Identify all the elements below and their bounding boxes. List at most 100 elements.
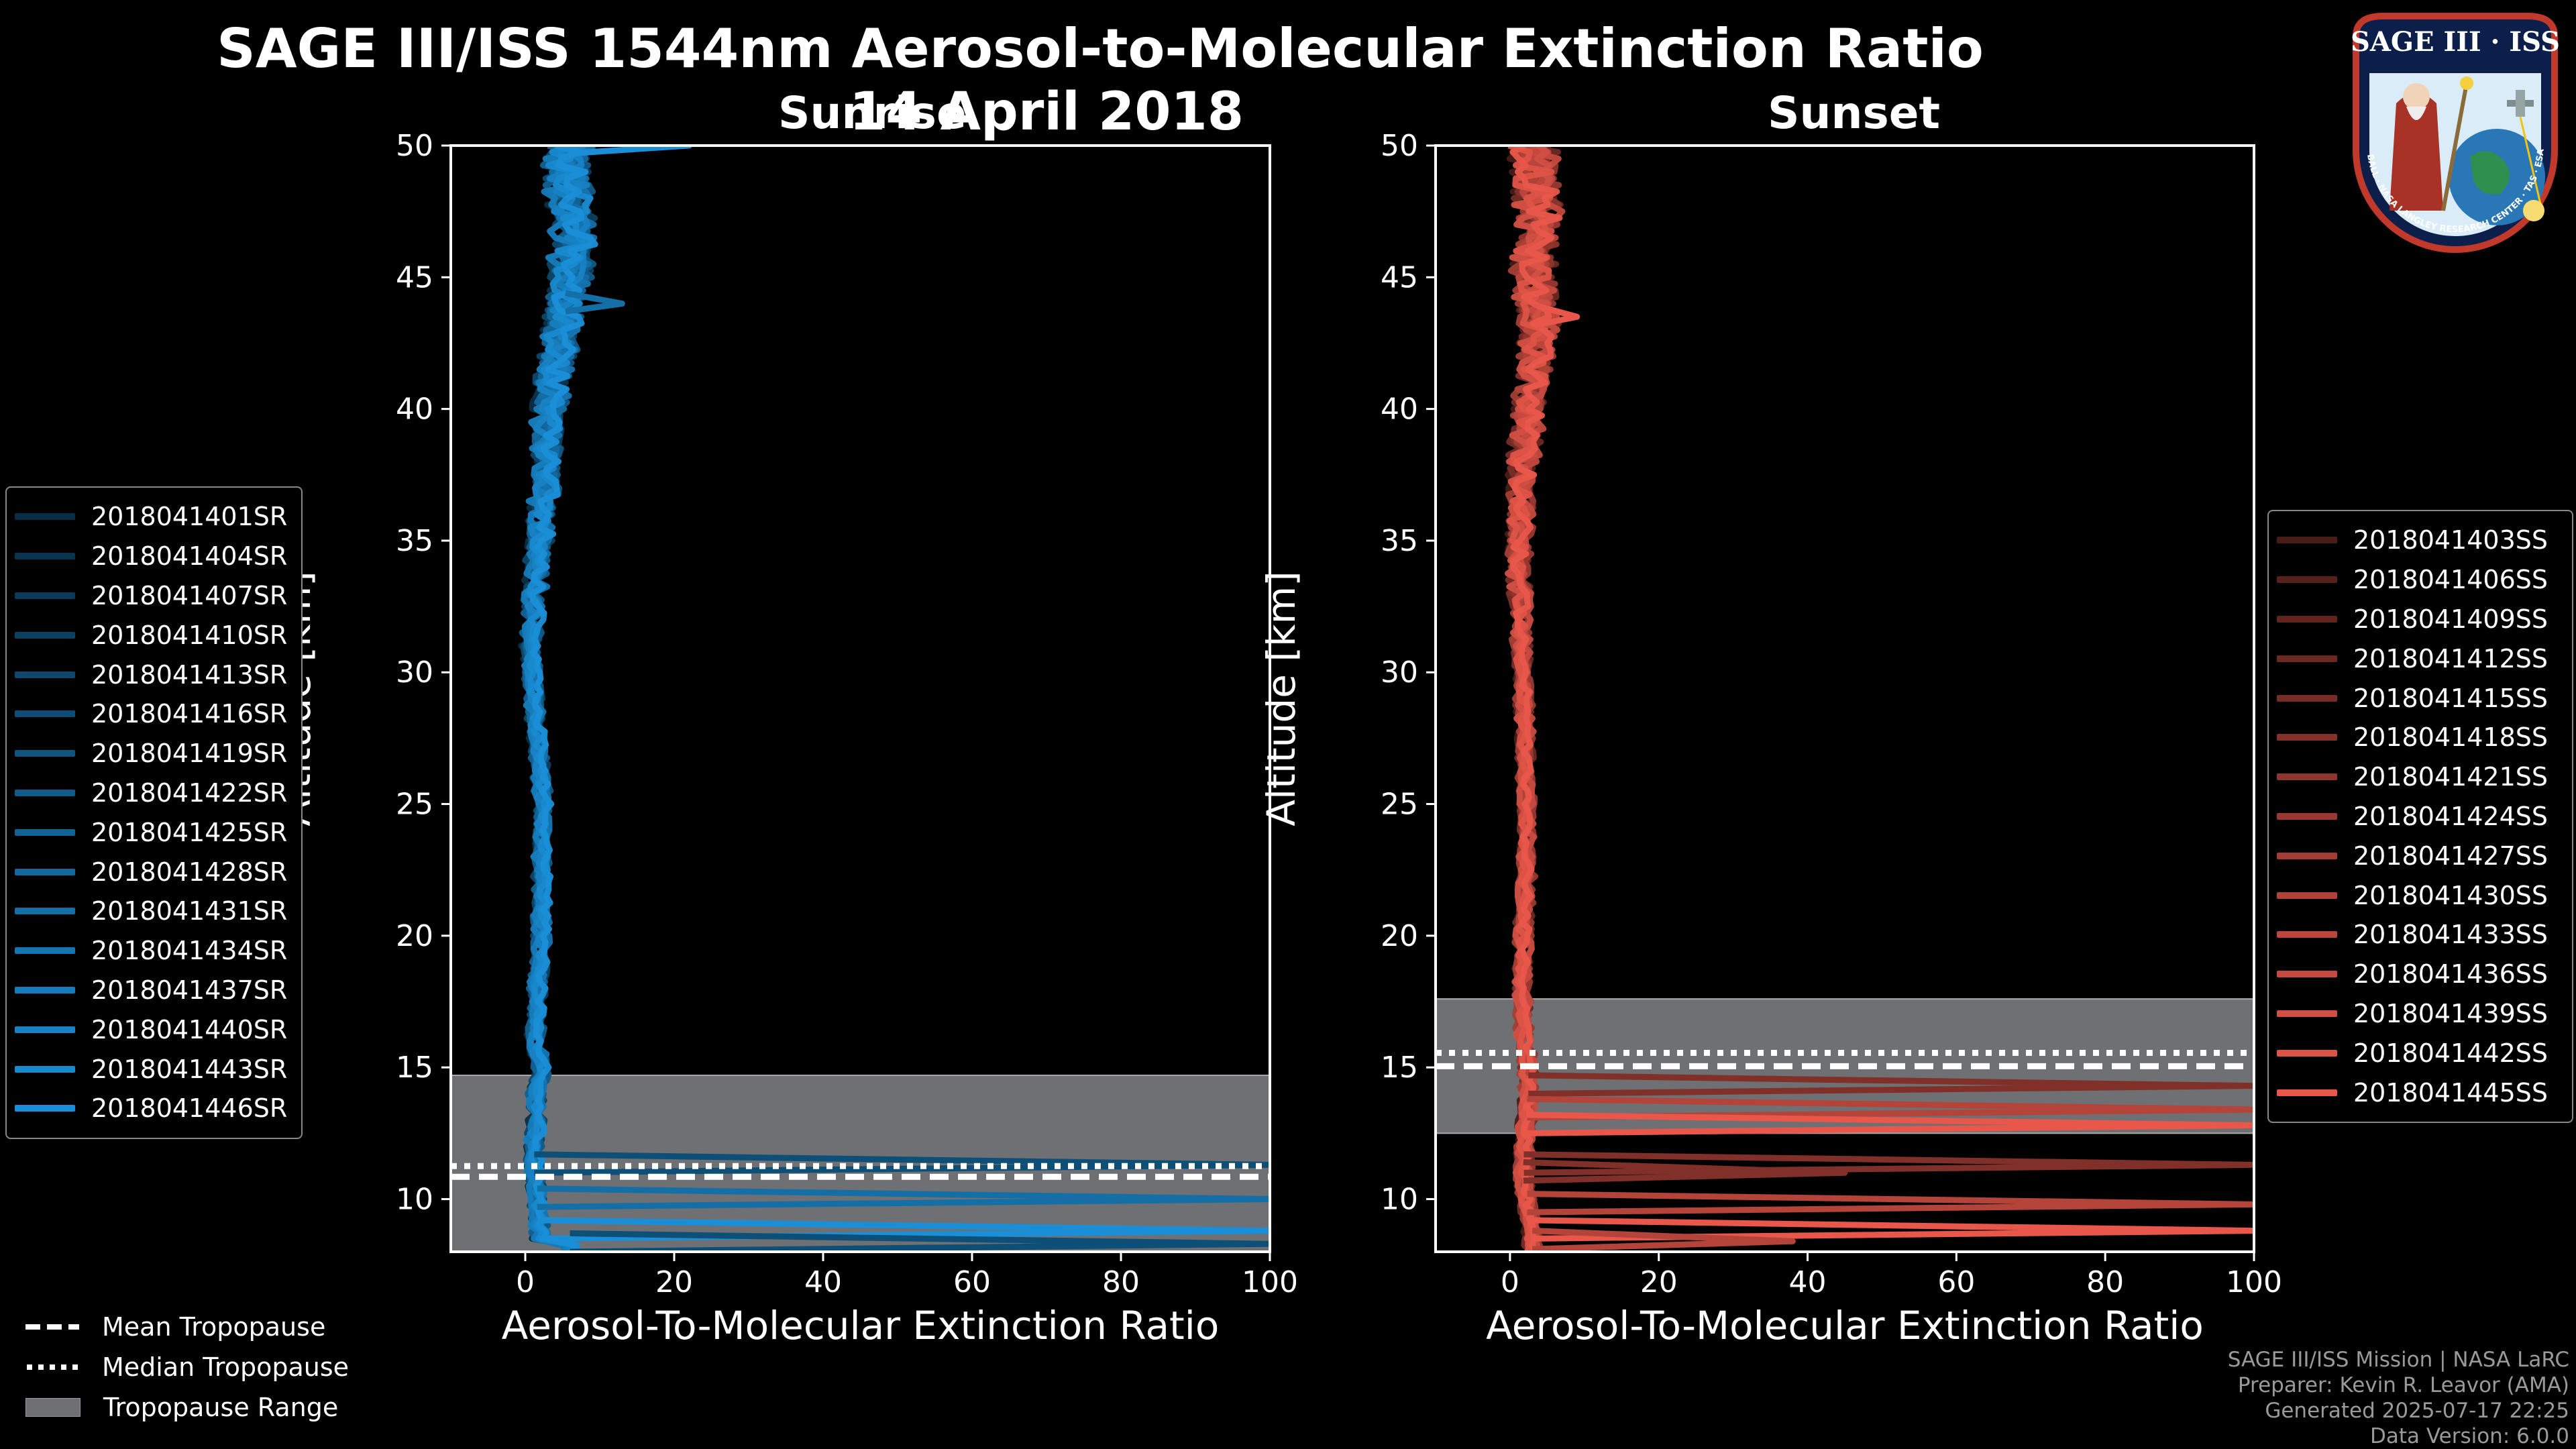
legend-label: 2018041428SR: [91, 857, 288, 887]
legend-label: 2018041401SR: [91, 502, 288, 532]
sunset-y-tick-label: 40: [1381, 392, 1418, 427]
sunrise-x-axis-label: Aerosol-To-Molecular Extinction Ratio: [502, 1303, 1220, 1348]
legend-item: 2018041401SR: [15, 497, 293, 537]
legend-label: 2018041430SS: [2353, 880, 2548, 910]
legend-mean-label: Mean Tropopause: [102, 1312, 326, 1342]
median-tropopause-key: [25, 1358, 79, 1376]
sunset-panel: 0 20 40 60 80 100 10 15 20 25 30 35 40 45 50 Aerosol-To…: [1258, 129, 2282, 1348]
legend-swatch: [15, 986, 75, 994]
sunset-excursion: [1532, 1228, 1796, 1252]
sunrise-y-tick-label: 10: [396, 1182, 433, 1216]
legend-item: 2018041409SS: [2277, 600, 2564, 639]
credits-block: SAGE III/ISS Mission | NASA LaRC Prepare…: [2228, 1347, 2569, 1449]
legend-label: 2018041421SS: [2353, 762, 2548, 792]
legend-swatch: [2277, 1089, 2337, 1096]
legend-item: 2018041419SR: [15, 734, 293, 773]
legend-item: 2018041446SR: [15, 1089, 293, 1128]
legend-swatch: [15, 1026, 75, 1033]
legend-label: 2018041442SS: [2353, 1038, 2548, 1068]
sunset-plot-frame: [1434, 144, 2255, 1253]
sunset-excursion: [1531, 1217, 2254, 1242]
legend-label: 2018041422SR: [91, 777, 288, 808]
sunset-excursion: [1527, 1191, 2254, 1216]
logo-title: SAGE III · ISS: [2351, 26, 2560, 58]
legend-label: 2018041412SS: [2353, 643, 2548, 674]
legend-item: 2018041403SS: [2277, 521, 2564, 560]
legend-item: 2018041434SR: [15, 931, 293, 971]
legend-swatch: [15, 828, 75, 836]
sunrise-x-tick-label: 100: [1242, 1265, 1298, 1299]
legend-swatch: [2277, 1010, 2337, 1017]
legend-label: 2018041440SR: [91, 1014, 288, 1044]
sunrise-x-tick-label: 0: [516, 1265, 535, 1299]
legend-item: 2018041422SR: [15, 773, 293, 813]
sunrise-x-tick-label: 40: [804, 1265, 842, 1299]
legend-swatch: [15, 750, 75, 757]
sunset-y-axis-label: Altitude [km]: [1258, 571, 1304, 826]
sunset-y-tick-label: 35: [1381, 524, 1418, 558]
sunrise-y-tick-label: 30: [396, 655, 433, 690]
sunrise-excursion: [570, 146, 692, 157]
legend-swatch: [15, 868, 75, 875]
sunrise-y-tick-label: 35: [396, 524, 433, 558]
sunrise-excursion: [565, 290, 625, 315]
sunset-excursion: [1528, 1072, 2254, 1097]
legend-swatch: [15, 789, 75, 796]
legend-swatch: [2277, 734, 2337, 741]
legend-swatch: [2277, 615, 2337, 623]
legend-item: 2018041425SR: [15, 812, 293, 852]
credit-mission: SAGE III/ISS Mission | NASA LaRC: [2227, 1348, 2569, 1372]
legend-item: 2018041404SR: [15, 537, 293, 576]
chart-title: SAGE III/ISS 1544nm Aerosol-to-Molecular…: [217, 17, 1984, 80]
legend-swatch: [2277, 694, 2337, 702]
sunset-y-tick-label: 20: [1381, 919, 1418, 953]
legend-label: 2018041416SR: [91, 699, 288, 729]
legend-item: 2018041416SR: [15, 694, 293, 734]
legend-swatch: [15, 908, 75, 915]
sunset-x-tick-label: 40: [1789, 1265, 1827, 1299]
legend-label: 2018041406SS: [2353, 565, 2548, 595]
sunset-excursion: [1537, 303, 1580, 328]
sunset-x-tick-label: 100: [2226, 1265, 2282, 1299]
sunset-x-axis-label: Aerosol-To-Molecular Extinction Ratio: [1486, 1303, 2204, 1348]
legend-label: 2018041443SR: [91, 1054, 288, 1084]
sunrise-x-tick-label: 60: [953, 1265, 991, 1299]
sunset-subtitle: Sunset: [1768, 87, 1941, 139]
legend-label: 2018041431SR: [91, 896, 288, 926]
legend-tropopause-range: Tropopause Range: [25, 1387, 349, 1428]
sunrise-legend: 2018041401SR 2018041404SR 2018041407SR 2018…: [5, 486, 303, 1139]
sunrise-profile-2018041446SR: [529, 146, 598, 1252]
legend-label: 2018041424SS: [2353, 801, 2548, 831]
legend-item: 2018041407SR: [15, 576, 293, 616]
sunrise-x-tick-label: 80: [1102, 1265, 1140, 1299]
legend-label: 2018041410SR: [91, 620, 288, 650]
sunrise-x-tick-label: 20: [655, 1265, 693, 1299]
legend-label: 2018041446SR: [91, 1093, 288, 1124]
legend-swatch: [15, 631, 75, 639]
sunset-x-tick-label: 80: [2086, 1265, 2124, 1299]
legend-item: 2018041443SR: [15, 1049, 293, 1089]
legend-label: 2018041413SR: [91, 659, 288, 690]
legend-item: 2018041413SR: [15, 655, 293, 694]
legend-label: 2018041445SS: [2353, 1077, 2548, 1108]
sunset-x-tick-label: 20: [1640, 1265, 1678, 1299]
legend-item: 2018041421SS: [2277, 757, 2564, 797]
legend-swatch: [2277, 655, 2337, 662]
sunset-excursion: [1527, 1095, 2254, 1121]
legend-item: 2018041424SS: [2277, 797, 2564, 837]
legend-item: 2018041436SS: [2277, 955, 2564, 994]
legend-swatch: [2277, 773, 2337, 781]
legend-label: 2018041404SR: [91, 541, 288, 572]
legend-swatch: [2277, 576, 2337, 584]
legend-item: 2018041431SR: [15, 892, 293, 931]
legend-swatch: [2277, 1049, 2337, 1057]
legend-item: 2018041445SS: [2277, 1073, 2564, 1112]
tropopause-range-key: [25, 1398, 80, 1417]
legend-item: 2018041428SR: [15, 852, 293, 892]
legend-swatch: [15, 947, 75, 955]
legend-swatch: [15, 513, 75, 521]
chart-date: 14 April 2018: [849, 82, 1244, 142]
sunrise-subtitle: Sunrise: [778, 87, 967, 139]
legend-median-label: Median Tropopause: [102, 1352, 349, 1382]
